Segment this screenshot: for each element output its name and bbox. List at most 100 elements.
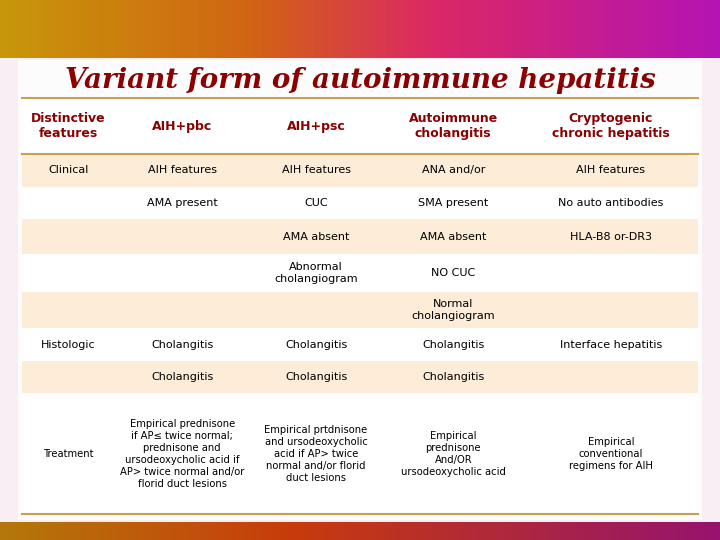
Bar <box>522 0 531 58</box>
Bar <box>306 0 315 58</box>
Bar <box>684 522 693 540</box>
Bar <box>27 522 36 540</box>
Bar <box>99 522 108 540</box>
Bar <box>108 522 117 540</box>
Bar <box>22 254 698 292</box>
Bar <box>144 522 153 540</box>
Bar <box>297 0 306 58</box>
Bar <box>666 0 675 58</box>
Bar <box>288 0 297 58</box>
Bar <box>540 522 549 540</box>
Bar <box>567 522 576 540</box>
Bar <box>126 522 135 540</box>
Bar <box>666 522 675 540</box>
Bar <box>549 0 558 58</box>
Bar <box>468 0 477 58</box>
Bar <box>27 0 36 58</box>
Bar <box>405 522 414 540</box>
Text: Normal
cholangiogram: Normal cholangiogram <box>411 299 495 321</box>
Bar <box>63 0 72 58</box>
Bar <box>207 0 216 58</box>
Bar <box>288 522 297 540</box>
Bar <box>648 0 657 58</box>
Bar <box>333 0 342 58</box>
Bar <box>522 522 531 540</box>
Bar <box>432 0 441 58</box>
Bar <box>306 522 315 540</box>
Bar <box>324 0 333 58</box>
Bar <box>22 187 698 219</box>
Bar <box>531 522 540 540</box>
Bar <box>369 522 378 540</box>
Bar <box>0 58 720 522</box>
Bar <box>630 0 639 58</box>
Bar <box>603 522 612 540</box>
Bar <box>18 0 27 58</box>
Bar <box>702 0 711 58</box>
Text: Clinical: Clinical <box>48 165 89 176</box>
Bar <box>63 522 72 540</box>
Text: AMA absent: AMA absent <box>283 232 349 242</box>
Bar <box>369 0 378 58</box>
Text: Cholangitis: Cholangitis <box>285 340 347 349</box>
Text: No auto antibodies: No auto antibodies <box>558 198 664 208</box>
Bar <box>468 522 477 540</box>
Bar <box>558 522 567 540</box>
Bar <box>171 522 180 540</box>
Bar <box>414 522 423 540</box>
Bar <box>387 522 396 540</box>
Bar <box>252 0 261 58</box>
Bar <box>405 0 414 58</box>
Text: AMA present: AMA present <box>147 198 217 208</box>
Bar <box>216 0 225 58</box>
Bar <box>270 522 279 540</box>
Bar <box>585 0 594 58</box>
Bar <box>225 0 234 58</box>
Bar <box>144 0 153 58</box>
Text: Autoimmune
cholangitis: Autoimmune cholangitis <box>409 112 498 140</box>
Bar <box>423 0 432 58</box>
Bar <box>621 0 630 58</box>
Bar <box>612 522 621 540</box>
Bar <box>90 522 99 540</box>
Text: Empirical
prednisone
And/OR
ursodeoxycholic acid: Empirical prednisone And/OR ursodeoxycho… <box>401 430 505 476</box>
Bar <box>549 522 558 540</box>
Bar <box>117 0 126 58</box>
Text: Cholangitis: Cholangitis <box>151 372 213 382</box>
Bar <box>378 0 387 58</box>
Bar <box>693 522 702 540</box>
Bar <box>261 522 270 540</box>
Bar <box>81 522 90 540</box>
Bar <box>72 522 81 540</box>
Text: Cholangitis: Cholangitis <box>151 340 213 349</box>
Bar <box>216 522 225 540</box>
Bar <box>315 0 324 58</box>
Text: Distinctive
features: Distinctive features <box>32 112 106 140</box>
Bar <box>243 522 252 540</box>
Bar <box>45 0 54 58</box>
Text: Treatment: Treatment <box>43 449 94 458</box>
Bar <box>675 0 684 58</box>
Bar <box>117 522 126 540</box>
Bar <box>594 522 603 540</box>
Bar <box>342 522 351 540</box>
Bar <box>486 0 495 58</box>
Text: Cryptogenic
chronic hepatitis: Cryptogenic chronic hepatitis <box>552 112 670 140</box>
Bar <box>360 522 369 540</box>
Bar <box>441 0 450 58</box>
Text: Cholangitis: Cholangitis <box>422 340 485 349</box>
Bar <box>450 0 459 58</box>
Bar <box>531 0 540 58</box>
Bar <box>81 0 90 58</box>
Bar <box>22 361 698 393</box>
Bar <box>432 522 441 540</box>
Bar <box>459 0 468 58</box>
Bar <box>18 522 27 540</box>
Bar <box>459 522 468 540</box>
Bar <box>180 522 189 540</box>
Bar <box>243 0 252 58</box>
Bar <box>702 522 711 540</box>
Bar <box>171 0 180 58</box>
Bar <box>495 0 504 58</box>
Bar <box>612 0 621 58</box>
